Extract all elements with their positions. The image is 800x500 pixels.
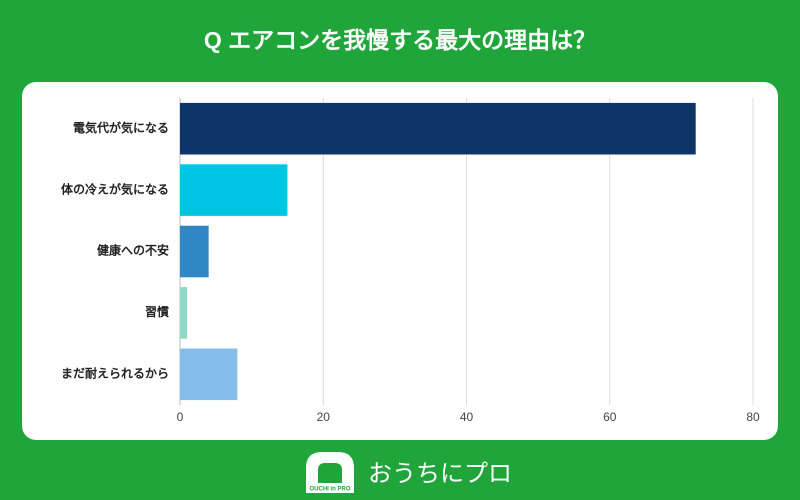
plot: 0 20 40 60 80 電気代が気になる体の冷えが気になる健康への不安習慣まだ耐えられ… [61, 98, 760, 424]
y-tick-label: 体の冷えが気になる [61, 181, 169, 196]
bar [180, 287, 188, 339]
x-tick-label: 40 [460, 410, 474, 424]
x-tick-label: 20 [317, 410, 331, 424]
x-tick-label: 0 [177, 410, 184, 424]
brand-name: おうちにプロ [368, 460, 512, 487]
logo-door [318, 463, 342, 483]
x-tick-label: 60 [603, 410, 617, 424]
y-tick-label: 健康への不安 [97, 243, 169, 258]
bar [180, 164, 288, 216]
y-tick-label: 習慣 [145, 304, 169, 319]
y-tick-label: まだ耐えられるから [61, 365, 169, 380]
logo: OUCHI in PRO おうちにプロ [306, 452, 512, 493]
bar [180, 225, 209, 278]
logo-mark: OUCHI in PRO [309, 487, 350, 493]
x-tick-label: 80 [746, 410, 760, 424]
y-tick-label: 電気代が気になる [73, 120, 169, 135]
bar [180, 348, 238, 401]
bar [180, 102, 696, 155]
chart-title: Q エアコンを我慢する最大の理由は？ [204, 27, 596, 53]
